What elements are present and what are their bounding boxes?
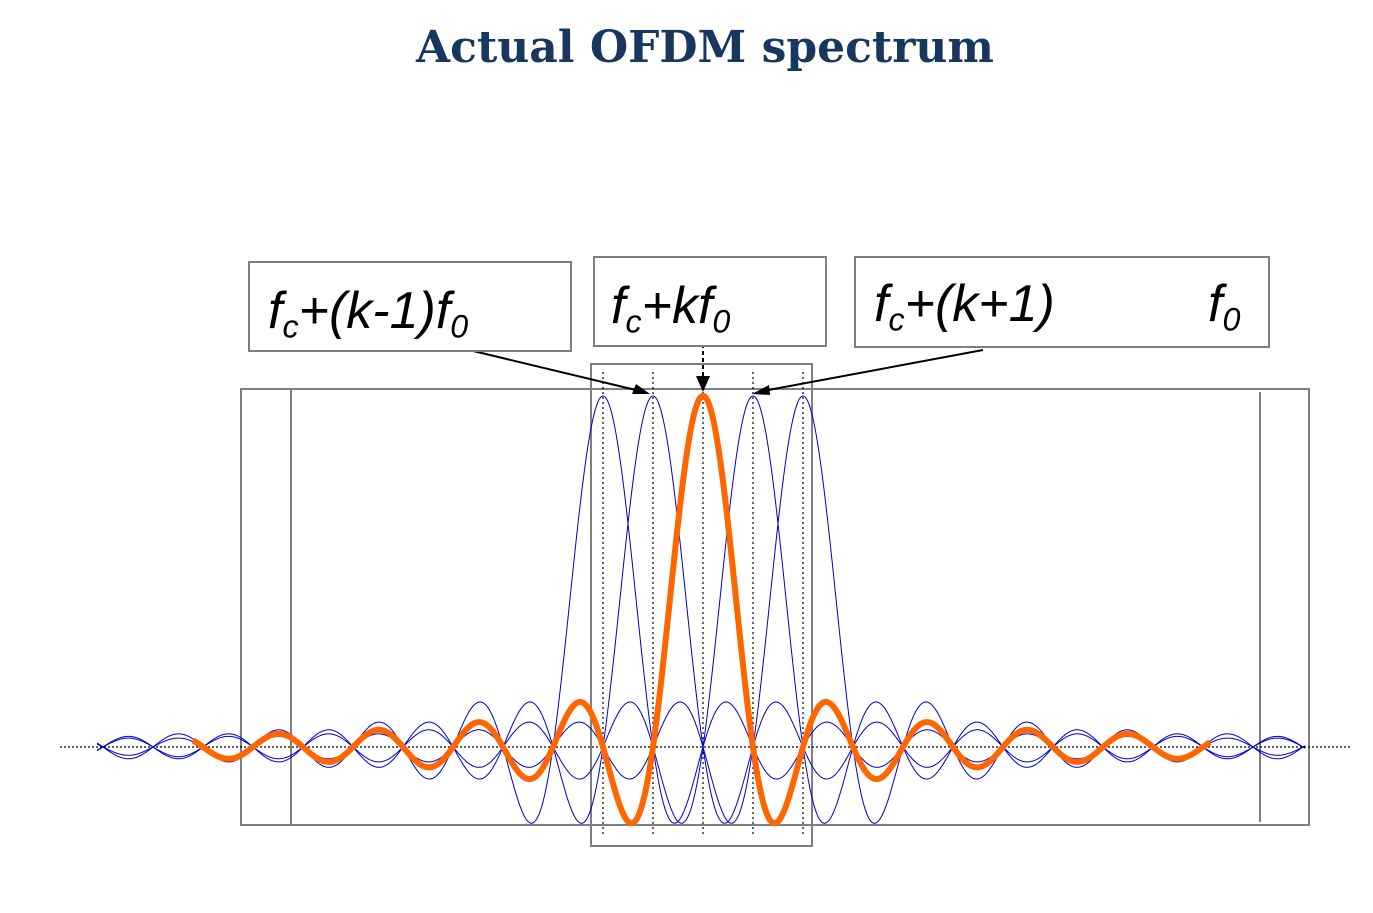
subcarrier-center-markers: [602, 372, 804, 835]
label-current-subcarrier: fc+kf0: [611, 277, 731, 340]
page-title: Actual OFDM spectrum: [416, 22, 994, 73]
subcarrier-curves: [96, 395, 1306, 824]
plot-frame: [240, 388, 1310, 826]
center-band-frame: [590, 363, 813, 847]
highlighted-subcarrier-curve: [191, 393, 1212, 827]
arrow-curr-head: [696, 376, 710, 392]
label-prev-subcarrier: fc+(k-1)f0: [268, 282, 469, 345]
label-box-current-subcarrier: fc+kf0: [593, 256, 827, 347]
subcarrier-curve: [96, 395, 1306, 824]
label-next-subcarrier-f0: f0: [1208, 275, 1241, 338]
arrow-next-head: [752, 385, 770, 395]
label-box-next-subcarrier: fc+(k+1) f0: [854, 256, 1270, 348]
label-box-prev-subcarrier: fc+(k-1)f0: [248, 261, 572, 352]
label-next-subcarrier: fc+(k+1): [874, 275, 1055, 338]
arrow-prev-head: [632, 384, 650, 394]
arrow-next-line: [762, 349, 984, 392]
